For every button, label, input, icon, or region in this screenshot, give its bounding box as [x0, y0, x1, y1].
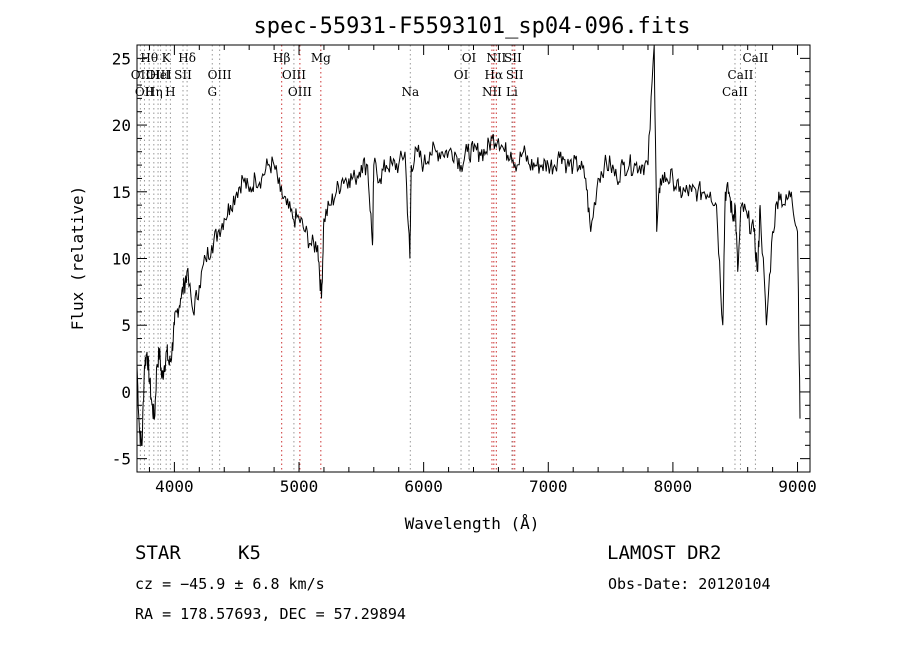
y-tick-label-6: 25 [112, 49, 131, 68]
line-label-15: Mg [311, 51, 331, 65]
chart-title: spec-55931-F5593101_sp04-096.fits [253, 14, 690, 39]
line-label-20: NII [486, 51, 506, 65]
x-tick-label-0: 4000 [155, 477, 194, 496]
y-tick-label-3: 10 [112, 250, 131, 269]
y-axis-label: Flux (relative) [68, 186, 87, 331]
line-label-21: Hα [485, 68, 504, 82]
line-label-18: OI [462, 51, 477, 65]
line-label-17: OI [454, 68, 469, 82]
line-label-12: Hβ [273, 51, 290, 65]
ra-dec: RA = 178.57693, DEC = 57.29894 [135, 605, 406, 623]
redshift-cz: cz = −45.9 ± 6.8 km/s [135, 575, 325, 593]
line-label-26: CaII [728, 68, 754, 82]
object-subclass: K5 [238, 542, 261, 564]
x-tick-label-1: 5000 [280, 477, 319, 496]
line-label-16: Na [401, 85, 419, 99]
line-label-25: CaII [722, 85, 748, 99]
object-class: STAR [135, 542, 181, 564]
x-tick-label-3: 7000 [529, 477, 568, 496]
y-tick-label-4: 15 [112, 183, 131, 202]
line-label-10: G [207, 85, 217, 99]
y-tick-label-2: 5 [121, 316, 131, 335]
line-label-6: K [162, 51, 172, 65]
x-tick-label-5: 9000 [778, 477, 817, 496]
survey-name: LAMOST DR2 [607, 542, 721, 564]
spectral-line-markers [139, 45, 756, 472]
plot-frame [136, 44, 811, 473]
line-label-19: NII [482, 85, 502, 99]
y-tick-label-5: 20 [112, 116, 131, 135]
spectrum-line [136, 44, 801, 447]
line-label-0: Hθ [140, 51, 158, 65]
line-label-5: OII [135, 85, 155, 99]
line-label-23: SII [506, 68, 524, 82]
line-label-11: OIII [208, 68, 232, 82]
line-label-14: OIII [288, 85, 312, 99]
obs-date: Obs-Date: 20120104 [608, 575, 771, 593]
line-label-9: Hδ [178, 51, 196, 65]
line-label-4: Hη [145, 85, 163, 99]
line-label-7: H [165, 85, 175, 99]
x-tick-label-4: 8000 [654, 477, 693, 496]
line-label-22: SII [504, 51, 522, 65]
spectral-line-labels: HθOIIOIIIHeIHηOIIKHSIIHδGOIIIHβOIIIOIIIM… [131, 51, 769, 99]
line-label-13: OIII [282, 68, 306, 82]
line-label-24: Li [506, 85, 518, 99]
line-label-3: HeI [149, 68, 172, 82]
line-label-27: CaII [742, 51, 768, 65]
x-axis-label: Wavelength (Å) [405, 514, 540, 533]
axis-ticks: 4000 5000 6000 7000 8000 9000 -5 0 5 10 15 20 25 [112, 44, 817, 496]
line-label-2: OIII [146, 68, 170, 82]
x-tick-label-2: 6000 [404, 477, 443, 496]
y-tick-label-1: 0 [121, 383, 131, 402]
y-tick-label-0: -5 [112, 450, 131, 469]
line-label-8: SII [174, 68, 192, 82]
line-label-1: OII [131, 68, 151, 82]
